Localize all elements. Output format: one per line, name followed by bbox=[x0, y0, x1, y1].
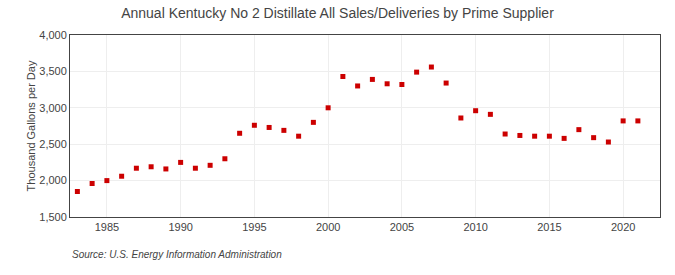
svg-text:3,500: 3,500 bbox=[39, 65, 67, 77]
svg-text:2,000: 2,000 bbox=[39, 174, 67, 186]
svg-text:4,000: 4,000 bbox=[39, 29, 67, 41]
svg-text:1990: 1990 bbox=[168, 221, 192, 233]
svg-text:Thousand Gallons per Day: Thousand Gallons per Day bbox=[25, 60, 37, 191]
svg-text:Source: U.S. Energy Informatio: Source: U.S. Energy Information Administ… bbox=[72, 249, 282, 260]
svg-text:1995: 1995 bbox=[242, 221, 266, 233]
svg-text:2020: 2020 bbox=[611, 221, 635, 233]
svg-text:1985: 1985 bbox=[95, 221, 119, 233]
svg-text:3,000: 3,000 bbox=[39, 102, 67, 114]
svg-text:2000: 2000 bbox=[316, 221, 340, 233]
svg-text:2010: 2010 bbox=[463, 221, 487, 233]
svg-text:1,500: 1,500 bbox=[39, 211, 67, 223]
svg-text:2005: 2005 bbox=[390, 221, 414, 233]
svg-text:Annual Kentucky No 2 Distillat: Annual Kentucky No 2 Distillate All Sale… bbox=[121, 5, 554, 21]
svg-text:2015: 2015 bbox=[537, 221, 561, 233]
svg-text:2,500: 2,500 bbox=[39, 138, 67, 150]
